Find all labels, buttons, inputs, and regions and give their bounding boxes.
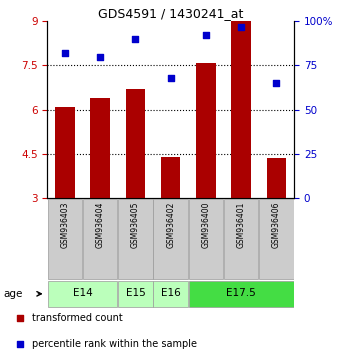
Bar bbox=[153, 199, 188, 279]
Point bbox=[62, 50, 68, 56]
Point bbox=[17, 315, 22, 321]
Bar bbox=[224, 199, 259, 279]
Bar bbox=[196, 63, 216, 198]
Text: E16: E16 bbox=[161, 288, 180, 298]
Text: percentile rank within the sample: percentile rank within the sample bbox=[32, 339, 197, 349]
Bar bbox=[83, 199, 118, 279]
Bar bbox=[161, 157, 180, 198]
Point bbox=[17, 341, 22, 347]
Bar bbox=[48, 199, 82, 279]
Bar bbox=[153, 281, 188, 307]
Text: GSM936404: GSM936404 bbox=[96, 201, 105, 248]
Bar bbox=[259, 199, 294, 279]
Point bbox=[274, 80, 279, 86]
Point bbox=[239, 24, 244, 29]
Bar bbox=[189, 199, 223, 279]
Bar bbox=[232, 21, 251, 198]
Bar bbox=[189, 281, 294, 307]
Bar bbox=[126, 89, 145, 198]
Point bbox=[168, 75, 173, 81]
Text: GSM936400: GSM936400 bbox=[201, 201, 211, 248]
Text: GSM936402: GSM936402 bbox=[166, 201, 175, 248]
Bar bbox=[91, 98, 110, 198]
Bar bbox=[267, 159, 286, 198]
Title: GDS4591 / 1430241_at: GDS4591 / 1430241_at bbox=[98, 7, 243, 20]
Text: GSM936405: GSM936405 bbox=[131, 201, 140, 248]
Text: E15: E15 bbox=[125, 288, 145, 298]
Bar bbox=[55, 107, 75, 198]
Text: transformed count: transformed count bbox=[32, 313, 123, 323]
Text: GSM936406: GSM936406 bbox=[272, 201, 281, 248]
Bar bbox=[118, 199, 153, 279]
Point bbox=[97, 54, 103, 59]
Text: E14: E14 bbox=[73, 288, 93, 298]
Bar bbox=[118, 281, 153, 307]
Point bbox=[133, 36, 138, 42]
Text: age: age bbox=[3, 289, 23, 299]
Point bbox=[203, 33, 209, 38]
Text: GSM936403: GSM936403 bbox=[61, 201, 69, 248]
Text: E17.5: E17.5 bbox=[226, 288, 256, 298]
Text: GSM936401: GSM936401 bbox=[237, 201, 246, 248]
Bar bbox=[48, 281, 118, 307]
